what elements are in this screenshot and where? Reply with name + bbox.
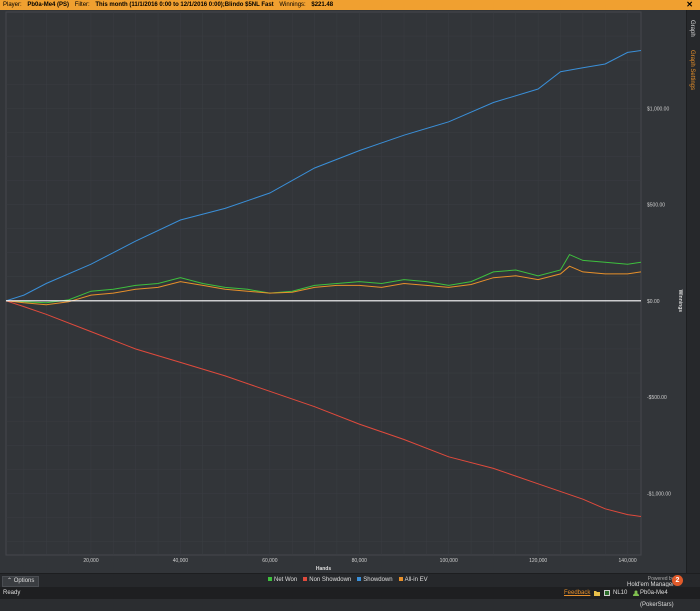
player-status[interactable]: Pb0a-Me4 (PokerStars) bbox=[640, 590, 674, 608]
limit-status[interactable]: NL10 bbox=[613, 590, 628, 596]
legend-label: Showdown bbox=[363, 577, 393, 583]
winnings-value: $221.48 bbox=[311, 2, 334, 8]
y-tick-label: $0.00 bbox=[647, 299, 660, 305]
winnings-chart: 20,000 40,000 60,000 80,000 100,000 120,000 14… bbox=[5, 11, 683, 572]
table-icon[interactable] bbox=[604, 590, 610, 596]
x-tick-label: 140,000 bbox=[619, 558, 637, 564]
winnings-label: Winnings: bbox=[279, 2, 306, 8]
y-tick-label: -$1,000.00 bbox=[647, 491, 671, 497]
chart-legend: Net Won Non Showdown Showdown All-in EV bbox=[268, 577, 434, 583]
x-tick-label: 80,000 bbox=[352, 558, 368, 564]
player-icon[interactable] bbox=[633, 590, 639, 596]
options-button[interactable]: ⌃ Options bbox=[2, 576, 40, 587]
legend-item[interactable]: All-in EV bbox=[398, 577, 428, 583]
series-line-all-in-ev bbox=[5, 265, 642, 306]
legend-label: All-in EV bbox=[404, 577, 428, 583]
x-tick-label: 100,000 bbox=[440, 558, 458, 564]
legend-swatch bbox=[303, 577, 308, 582]
legend-swatch bbox=[398, 577, 403, 582]
powered-by-text: Powered by bbox=[647, 576, 675, 582]
x-tick-label: 20,000 bbox=[83, 558, 99, 564]
legend-swatch bbox=[268, 577, 272, 582]
close-icon[interactable]: ✕ bbox=[686, 0, 693, 9]
folder-icon[interactable] bbox=[594, 590, 600, 596]
filter-value[interactable]: This month (11/1/2016 0:00 to 12/1/2016 … bbox=[95, 2, 274, 8]
y-axis-title: Winnings bbox=[677, 290, 683, 313]
legend-label: Net Won bbox=[274, 577, 298, 583]
side-tab-strip: Graph Graph Settings bbox=[686, 10, 700, 573]
y-tick-label: $1,000.00 bbox=[647, 106, 669, 112]
status-bar: Ready Feedback NL10 Pb0a-Me4 (PokerStars… bbox=[0, 587, 700, 608]
winnings-graph-panel: 20,000 40,000 60,000 80,000 100,000 120,000 14… bbox=[0, 10, 686, 573]
series-line-net-won bbox=[5, 253, 642, 304]
hm-logo: 2 bbox=[672, 575, 683, 586]
graph-footer: ⌃ Options Net Won Non Showdown Showdown All… bbox=[0, 573, 700, 588]
x-tick-label: 40,000 bbox=[173, 558, 189, 564]
legend-item[interactable]: Non Showdown bbox=[303, 577, 351, 583]
legend-item[interactable]: Showdown bbox=[357, 577, 393, 583]
options-label: Options bbox=[13, 578, 35, 584]
legend-swatch bbox=[357, 577, 362, 582]
legend-item[interactable]: Net Won bbox=[268, 577, 297, 583]
plot-frame bbox=[5, 11, 642, 556]
tab-graph-settings[interactable]: Graph Settings bbox=[689, 50, 695, 91]
y-tick-label: -$500.00 bbox=[647, 395, 667, 401]
x-axis-title: Hands bbox=[316, 566, 332, 572]
brand-text: Powered by Hold'em Manager bbox=[627, 576, 674, 588]
brand-name: Hold'em Manager bbox=[627, 582, 675, 588]
x-tick-label: 120,000 bbox=[529, 558, 547, 564]
tab-graph[interactable]: Graph bbox=[689, 20, 695, 37]
series-line-non-showdown bbox=[5, 300, 642, 517]
feedback-link[interactable]: Feedback bbox=[564, 590, 591, 596]
y-tick-label: $500.00 bbox=[647, 203, 665, 209]
player-label: Player: bbox=[3, 2, 22, 8]
legend-label: Non Showdown bbox=[309, 577, 352, 583]
filter-label: Filter: bbox=[74, 2, 90, 8]
chevron-up-icon: ⌃ bbox=[7, 578, 13, 584]
player-value[interactable]: Pb0a-Me4 (PS) bbox=[27, 2, 70, 8]
x-tick-label: 60,000 bbox=[262, 558, 278, 564]
series-line-showdown bbox=[5, 50, 642, 302]
status-ready-text: Ready bbox=[3, 590, 21, 596]
filter-header-bar: Player: Pb0a-Me4 (PS) Filter: This month… bbox=[0, 0, 700, 10]
